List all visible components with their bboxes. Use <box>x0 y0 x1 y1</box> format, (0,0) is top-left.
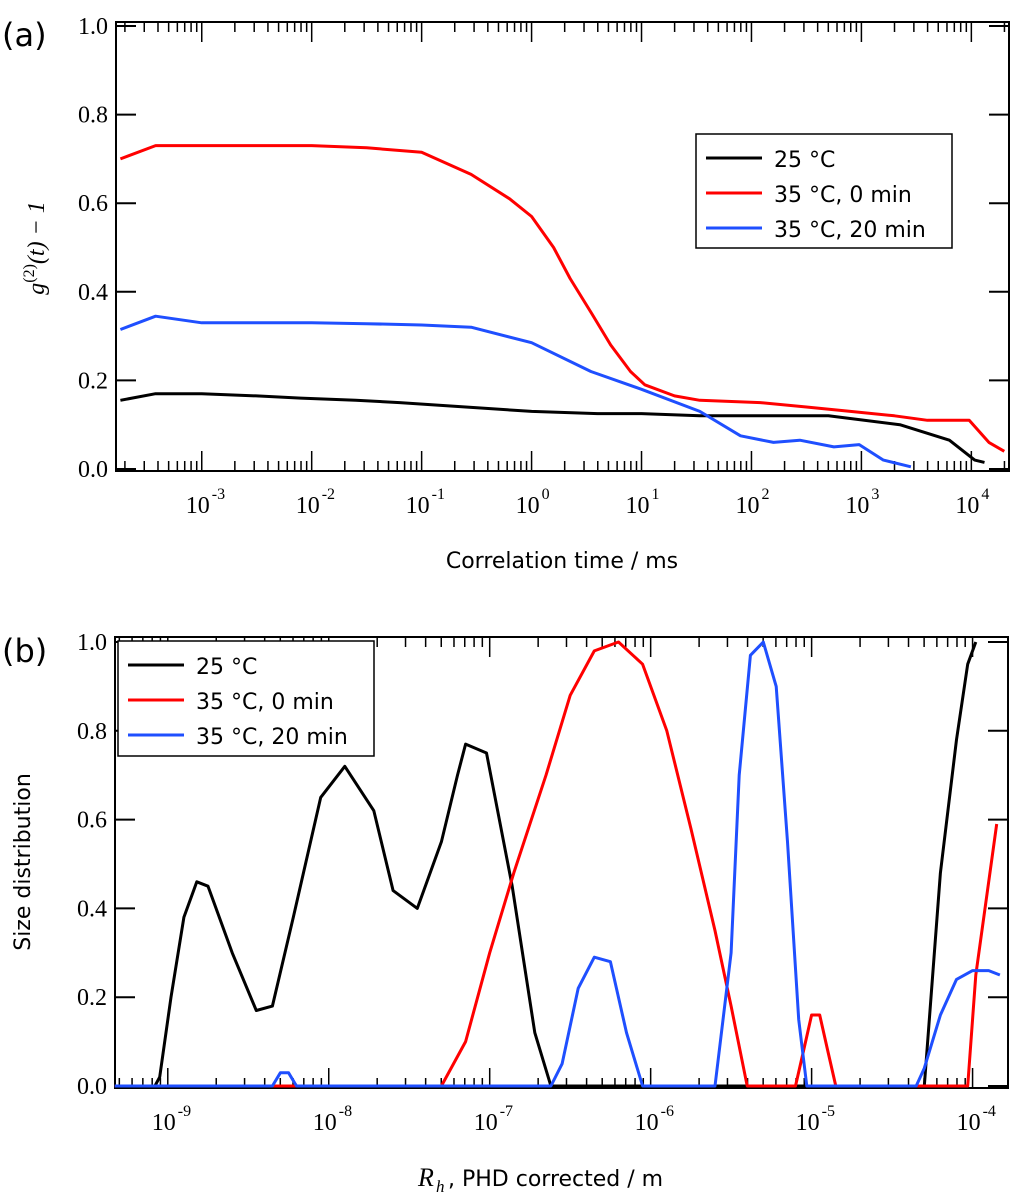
x-tick-base: 10 <box>406 493 430 519</box>
x-tick-label: 10 -5 <box>796 1103 835 1136</box>
plot-frame <box>115 21 1010 472</box>
x-tick-base: 10 <box>955 493 979 519</box>
x-tick-exponent: 0 <box>542 486 550 503</box>
legend-label: 25 °C <box>196 655 257 680</box>
x-tick-exponent: -9 <box>178 1103 191 1120</box>
x-tick-exponent: -8 <box>339 1103 352 1120</box>
x-tick-base: 10 <box>516 493 540 519</box>
x-tick-exponent: 3 <box>871 486 879 503</box>
y-tick-label: 0.2 <box>77 985 107 1011</box>
panel-a: (a) 0.00.20.40.60.81.010 -3 10 -2 10 -1 10 0 10 1… <box>2 14 1010 574</box>
x-tick-label: 10 1 <box>626 486 660 519</box>
y-tick-label: 0.4 <box>77 896 107 922</box>
y-tick-label: 0.6 <box>77 808 107 834</box>
ylabel-rest: (t) − 1 <box>24 201 50 264</box>
y-tick-label: 0.0 <box>77 1074 107 1100</box>
x-tick-base: 10 <box>296 493 320 519</box>
series-line-2 <box>114 640 1001 1088</box>
panel-b-series <box>114 640 1001 1088</box>
ylabel-superscript: (2) <box>21 264 38 283</box>
x-tick-label: 10 4 <box>955 486 989 519</box>
x-tick-exponent: -2 <box>322 486 335 503</box>
panel-a-legend: 25 °C 35 °C, 0 min 35 °C, 20 min <box>695 133 953 249</box>
y-tick-label: 1.0 <box>78 14 108 40</box>
panel-a-axes: 0.00.20.40.60.81.010 -3 10 -2 10 -1 10 0 10 1 10 2 1… <box>78 14 1010 519</box>
panel-b-legend: 25 °C 35 °C, 0 min 35 °C, 20 min <box>117 640 375 757</box>
x-axis-text: , PHD corrected / m <box>448 1167 663 1192</box>
x-tick-base: 10 <box>796 1110 820 1136</box>
x-tick-base: 10 <box>845 493 869 519</box>
x-tick-label: 10 -2 <box>296 486 335 519</box>
panel-a-series <box>119 144 1006 469</box>
y-tick-label: 0.8 <box>78 103 108 129</box>
panel-a-y-axis-label: g(2)(t) − 1 <box>21 201 50 295</box>
legend-label: 35 °C, 20 min <box>774 218 926 243</box>
x-tick-base: 10 <box>313 1110 337 1136</box>
legend-label: 25 °C <box>774 148 835 173</box>
x-tick-label: 10 3 <box>845 486 879 519</box>
x-tick-base: 10 <box>152 1110 176 1136</box>
ylabel-g: g <box>24 283 50 295</box>
y-tick-label: 0.4 <box>78 280 108 306</box>
y-tick-label: 0.0 <box>78 457 108 483</box>
legend-label: 35 °C, 0 min <box>196 690 334 715</box>
panel-a-x-axis-label: Correlation time / ms <box>446 549 678 574</box>
x-axis-symbol-subscript: h <box>436 1177 445 1196</box>
x-tick-exponent: 1 <box>652 486 660 503</box>
y-tick-label: 0.6 <box>78 191 108 217</box>
panel-b: (b) 0.00.20.40.60.81.010 -9 10 -8 10 -7 10 -6 10… <box>2 630 1009 1196</box>
x-tick-label: 10 -1 <box>406 486 445 519</box>
x-tick-exponent: -4 <box>983 1103 996 1120</box>
x-tick-base: 10 <box>474 1110 498 1136</box>
panel-b-label: (b) <box>2 632 47 670</box>
x-tick-exponent: 4 <box>981 486 989 503</box>
x-tick-label: 10 -4 <box>957 1103 996 1136</box>
y-tick-label: 1.0 <box>77 630 107 656</box>
x-tick-base: 10 <box>186 493 210 519</box>
y-tick-label: 0.8 <box>77 719 107 745</box>
panel-b-y-axis-label: Size distribution <box>11 773 36 951</box>
x-tick-exponent: -3 <box>212 486 225 503</box>
x-tick-label: 10 -9 <box>152 1103 191 1136</box>
x-tick-exponent: 2 <box>761 486 769 503</box>
x-tick-exponent: -1 <box>432 486 445 503</box>
series-line-1 <box>119 144 1006 453</box>
x-tick-label: 10 0 <box>516 486 550 519</box>
series-line-0 <box>120 392 985 464</box>
plot-frame <box>114 636 1009 1089</box>
x-tick-label: 10 2 <box>735 486 769 519</box>
x-tick-label: 10 -3 <box>186 486 225 519</box>
y-tick-label: 0.2 <box>78 368 108 394</box>
x-tick-label: 10 -6 <box>635 1103 674 1136</box>
x-tick-label: 10 -8 <box>313 1103 352 1136</box>
x-tick-exponent: -5 <box>822 1103 835 1120</box>
x-tick-base: 10 <box>626 493 650 519</box>
panel-b-x-axis-label: R h , PHD corrected / m <box>417 1163 663 1196</box>
x-tick-exponent: -7 <box>500 1103 513 1120</box>
x-tick-label: 10 -7 <box>474 1103 513 1136</box>
x-tick-exponent: -6 <box>661 1103 674 1120</box>
x-tick-base: 10 <box>735 493 759 519</box>
legend-label: 35 °C, 0 min <box>774 183 912 208</box>
x-tick-base: 10 <box>957 1110 981 1136</box>
series-line-2 <box>119 314 912 469</box>
x-axis-symbol: R <box>417 1163 434 1192</box>
x-tick-base: 10 <box>635 1110 659 1136</box>
legend-label: 35 °C, 20 min <box>196 725 348 750</box>
panel-a-label: (a) <box>2 16 47 54</box>
